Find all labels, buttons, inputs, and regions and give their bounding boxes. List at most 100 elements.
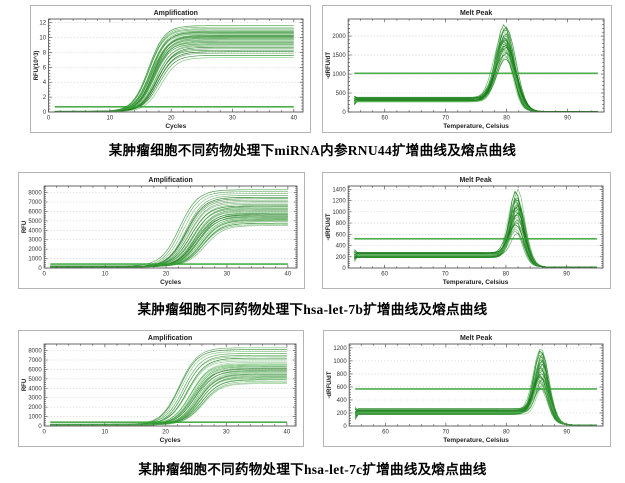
svg-text:60: 60 (381, 116, 388, 122)
gridlines (44, 350, 296, 417)
svg-text:70: 70 (442, 272, 449, 278)
svg-text:6000: 6000 (28, 209, 42, 215)
svg-text:500: 500 (336, 91, 347, 97)
svg-text:30: 30 (229, 116, 236, 122)
svg-text:2000: 2000 (28, 247, 42, 253)
chart-title: Amplification (148, 335, 192, 342)
svg-text:10: 10 (102, 272, 109, 278)
x-axis-label: Temperature, Celsius (443, 437, 509, 444)
rnu44-melt-peak-chart: 60 70 80 90 0 500 1000 1500 2000 Melt Peak Tempera… (322, 5, 612, 133)
hsa-let-7b-melt-peak-chart: 60 70 80 90 0 200 400 600 800 1000 1200 1400 Melt Pe… (322, 172, 611, 289)
data-curves (354, 188, 597, 268)
chart-title: Amplification (148, 177, 192, 184)
svg-text:2: 2 (43, 95, 47, 101)
x-axis-label: Cycles (165, 123, 186, 130)
tick-labels: 0 10 20 30 40 0 1000 2000 3000 4000 5000 6000 7000 80… (28, 349, 291, 436)
gridlines (348, 35, 604, 94)
x-axis-label: Cycles (160, 279, 181, 286)
axis-ticks (43, 186, 297, 269)
svg-text:30: 30 (223, 430, 230, 436)
svg-text:7000: 7000 (28, 200, 42, 206)
axis-ticks (347, 19, 605, 113)
tick-labels: 60 70 80 90 0 500 1000 1500 2000 (332, 34, 571, 121)
svg-text:5000: 5000 (28, 377, 42, 383)
svg-text:1000: 1000 (332, 72, 346, 78)
y-axis-label: -dRFU/dT (326, 213, 332, 240)
svg-text:800: 800 (337, 372, 348, 378)
data-curves (354, 24, 598, 112)
svg-text:0: 0 (343, 424, 347, 430)
svg-text:600: 600 (337, 385, 348, 391)
hsa-let-7c-amplification-svg: 0 10 20 30 40 0 1000 2000 3000 4000 5000 6000 7000 80… (22, 335, 297, 444)
svg-text:0: 0 (43, 110, 47, 116)
svg-text:0: 0 (38, 424, 42, 430)
svg-text:1200: 1200 (333, 346, 347, 352)
svg-text:10: 10 (107, 116, 114, 122)
svg-text:70: 70 (443, 430, 450, 436)
rnu44-melt-peak-svg: 60 70 80 90 0 500 1000 1500 2000 Melt Peak Tempera… (326, 10, 605, 130)
svg-text:60: 60 (381, 272, 388, 278)
plot-frame (48, 18, 304, 113)
svg-text:5000: 5000 (28, 219, 42, 225)
svg-text:20: 20 (163, 272, 170, 278)
hsa-let-7c-amplification-chart: 0 10 20 30 40 0 1000 2000 3000 4000 5000 6000 7000 80… (18, 330, 304, 447)
figure-caption-rnu44: 某肿瘤细胞不同药物处理下miRNA内参RNU44扩增曲线及熔点曲线 (108, 143, 517, 158)
hsa-let-7b-melt-peak-svg: 60 70 80 90 0 200 400 600 800 1000 1200 1400 Melt Pe… (326, 177, 604, 286)
svg-text:40: 40 (284, 430, 291, 436)
svg-text:0: 0 (342, 266, 346, 272)
hsa-let-7b-amplification-chart: 0 10 20 30 40 0 1000 2000 3000 4000 5000 6000 7000 80… (18, 172, 305, 289)
svg-text:80: 80 (503, 272, 510, 278)
svg-text:90: 90 (563, 272, 570, 278)
svg-text:1000: 1000 (332, 210, 346, 216)
x-axis-label: Temperature, Celsius (443, 279, 509, 286)
svg-text:40: 40 (285, 272, 292, 278)
y-axis-label: -dRFU/dT (326, 52, 332, 79)
svg-text:4: 4 (43, 80, 47, 86)
tick-labels: 0 10 20 30 40 0 2 4 6 8 10 12 (39, 21, 297, 122)
y-axis-label: RFU (22, 221, 28, 233)
y-axis-label: RFU(10^3) (34, 51, 40, 81)
tick-labels: 0 10 20 30 40 0 1000 2000 3000 4000 5000 6000 7000 80… (28, 191, 292, 278)
svg-text:10: 10 (39, 36, 46, 42)
svg-text:30: 30 (224, 272, 231, 278)
svg-text:1400: 1400 (332, 187, 346, 193)
axis-ticks (347, 186, 604, 269)
gridlines (348, 189, 603, 258)
svg-text:600: 600 (336, 232, 347, 238)
svg-text:400: 400 (336, 244, 347, 250)
svg-text:1200: 1200 (332, 199, 346, 205)
hsa-let-7c-melt-peak-chart: 60 70 80 90 0 200 400 600 800 1000 1200 Melt Peak Te… (323, 330, 611, 447)
svg-text:60: 60 (382, 430, 389, 436)
rnu44-amplification-svg: 0 10 20 30 40 0 2 4 6 8 10 12 Amplification Cycles RFU… (34, 10, 304, 130)
data-curves (50, 347, 287, 426)
plot-frame (347, 18, 605, 113)
plot-frame (43, 185, 298, 269)
svg-text:0: 0 (43, 272, 47, 278)
svg-text:1000: 1000 (28, 257, 42, 263)
y-axis-label: -dRFU/dT (327, 371, 333, 398)
svg-text:6000: 6000 (28, 367, 42, 373)
y-axis-label: RFU (22, 379, 28, 391)
hsa-let-7b-amplification-svg: 0 10 20 30 40 0 1000 2000 3000 4000 5000 6000 7000 80… (22, 177, 298, 286)
svg-text:20: 20 (168, 116, 175, 122)
chart-title: Melt Peak (460, 335, 492, 342)
figure-caption-hsa-let-7b: 某肿瘤细胞不同药物处理下hsa-let-7b扩增曲线及熔点曲线 (137, 302, 488, 317)
plot-frame (348, 343, 604, 427)
svg-text:2000: 2000 (332, 34, 346, 40)
axis-ticks (43, 344, 296, 427)
rnu44-amplification-chart: 0 10 20 30 40 0 2 4 6 8 10 12 Amplification Cycles RFU… (30, 5, 311, 133)
svg-text:12: 12 (39, 21, 46, 27)
hsa-let-7c-melt-peak-svg: 60 70 80 90 0 200 400 600 800 1000 1200 Melt Peak Te… (327, 335, 604, 444)
svg-text:80: 80 (503, 430, 510, 436)
data-curves (50, 189, 288, 268)
svg-text:8000: 8000 (28, 191, 42, 197)
svg-text:2000: 2000 (28, 405, 42, 411)
chart-title: Amplification (154, 10, 198, 17)
data-curves (54, 25, 294, 112)
svg-text:0: 0 (47, 116, 51, 122)
axis-ticks (348, 344, 604, 427)
svg-text:1500: 1500 (332, 53, 346, 59)
axis-ticks (48, 19, 303, 113)
svg-text:6: 6 (43, 65, 47, 71)
